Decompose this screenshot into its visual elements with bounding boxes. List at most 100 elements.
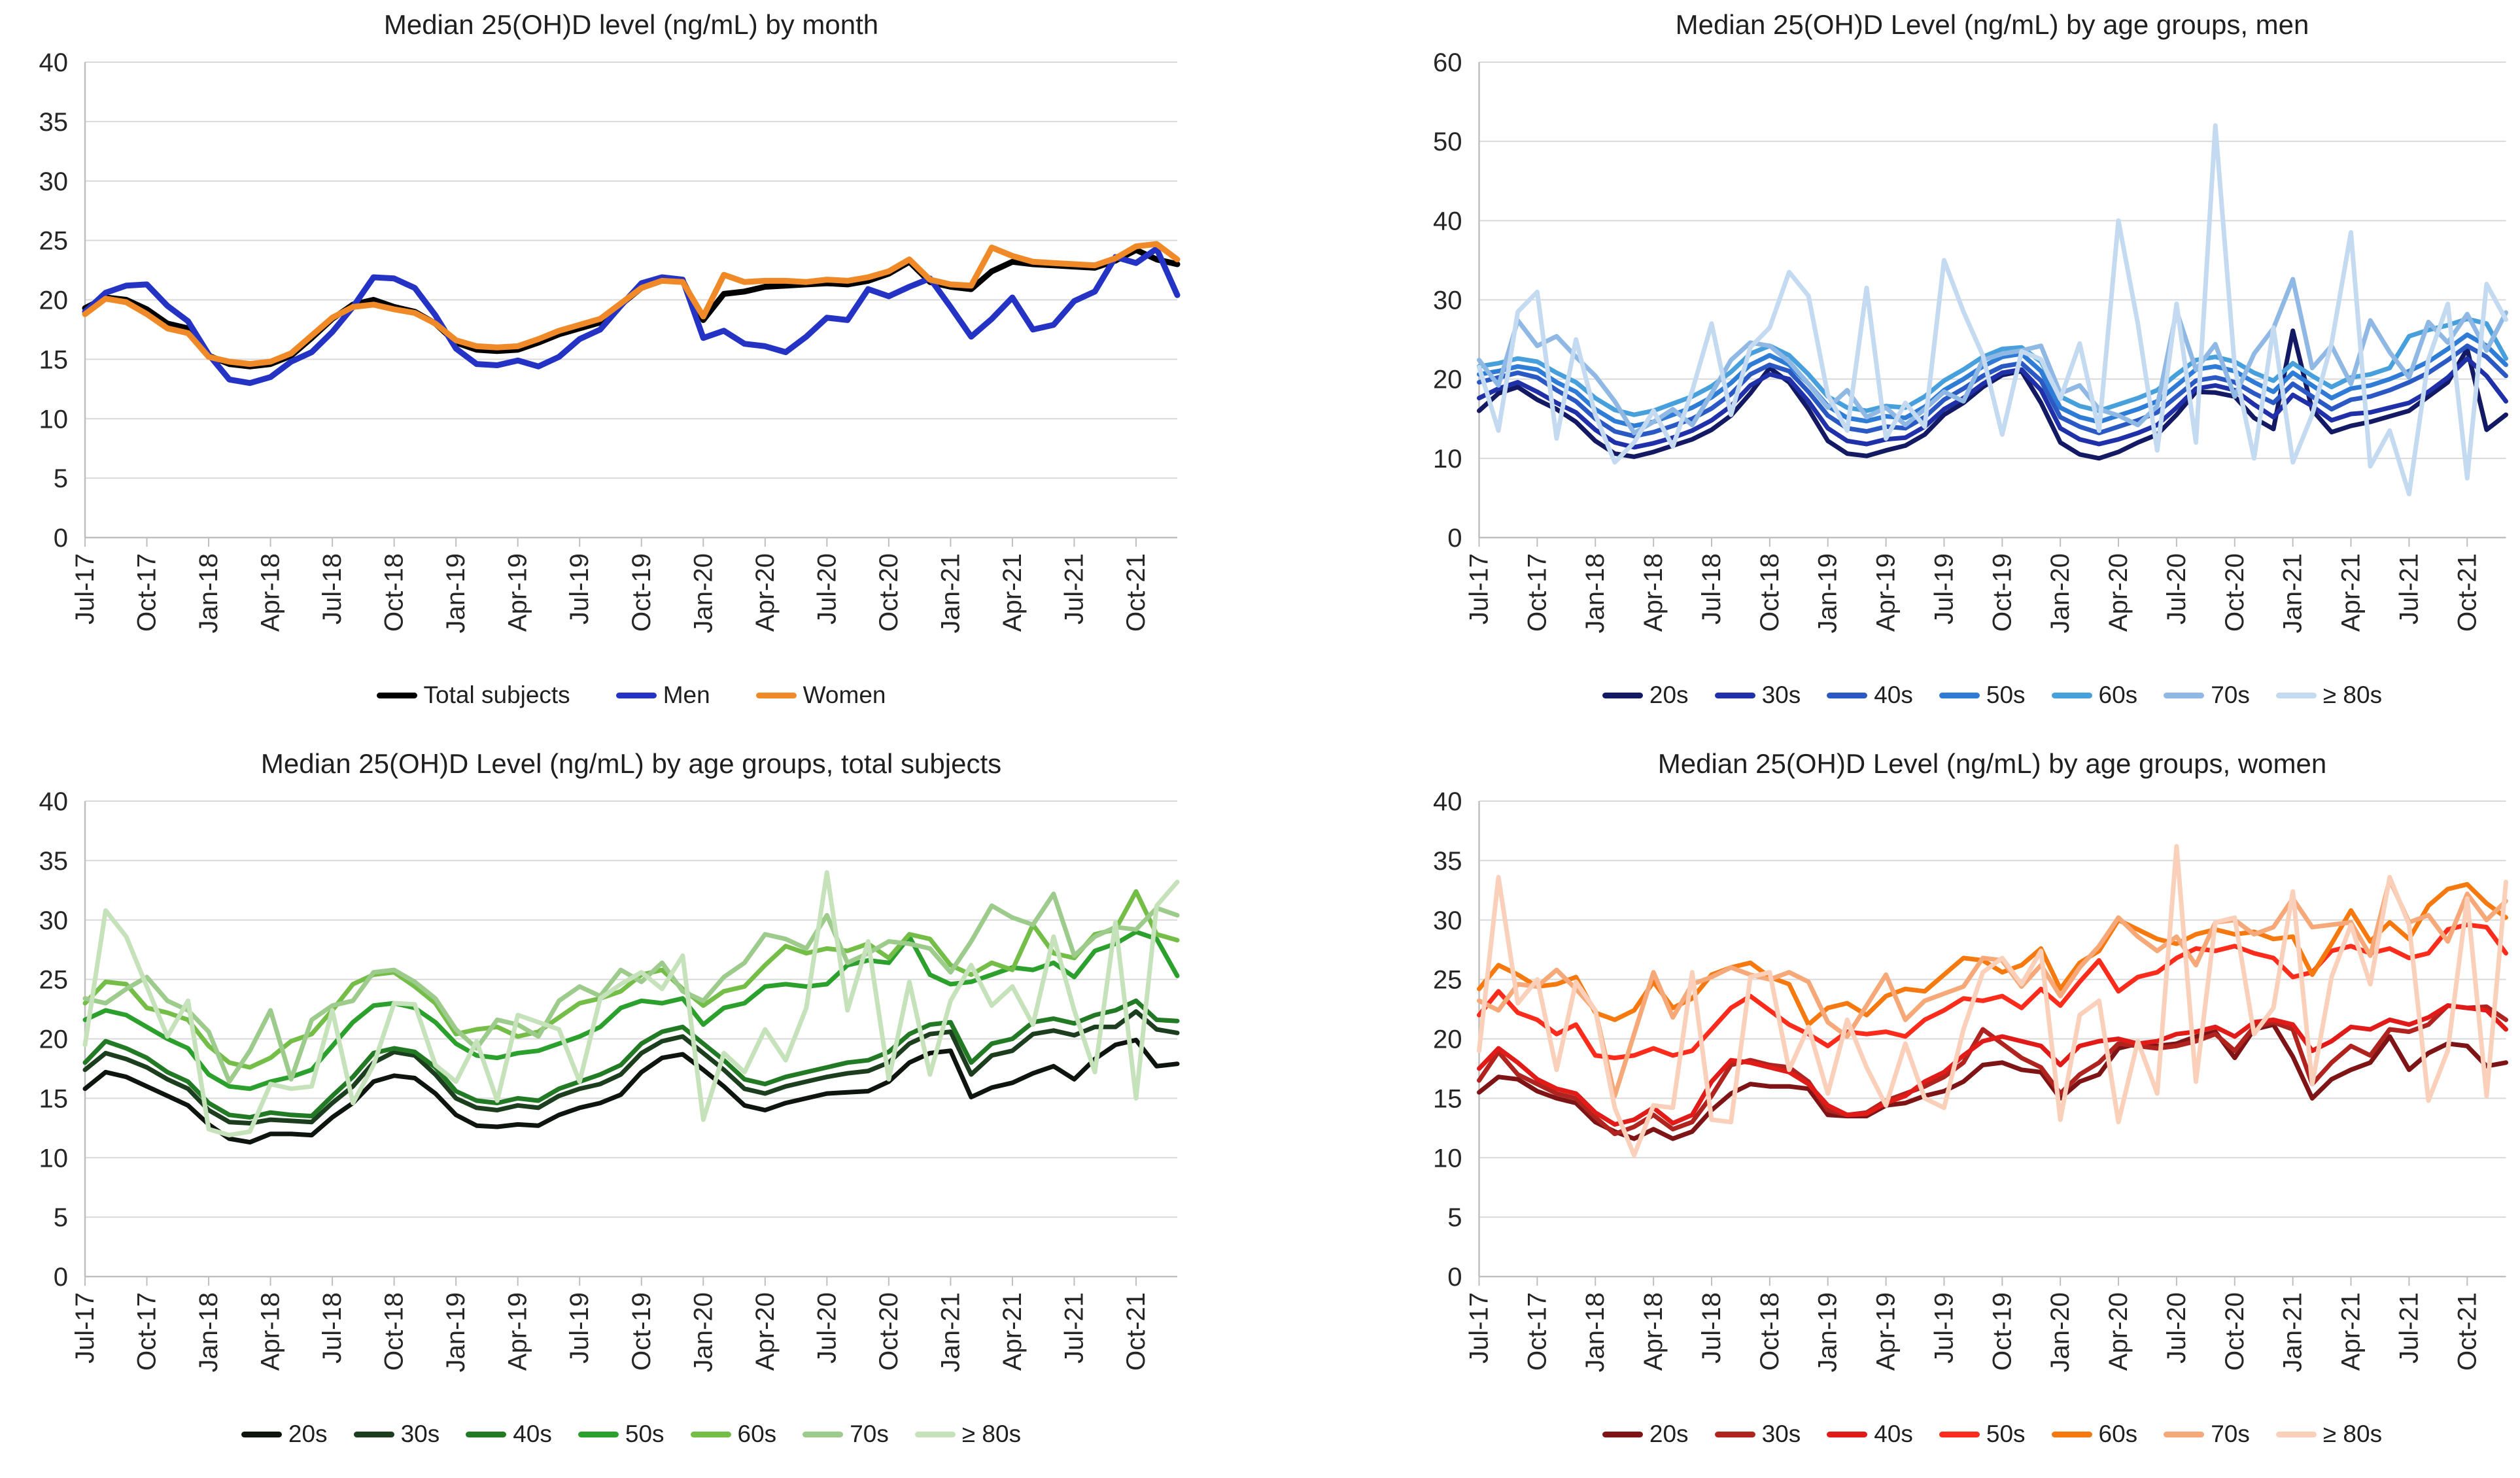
legend-item-20s: 20s [241,1420,328,1448]
x-tick-label: Oct-21 [1122,1292,1150,1371]
legend-label: 20s [288,1420,328,1447]
legend-swatch [1827,692,1868,698]
legend-item-60s: 60s [2051,681,2138,709]
x-tick-label: Jul-21 [1060,1292,1088,1364]
legend-label: ≥ 80s [2322,1420,2383,1447]
y-tick-label: 5 [54,1203,68,1232]
plot-area: 0 5 10 15 20 25 30 35 40 Jul-17 Oct-17 Jan-18 Apr-18… [39,787,1180,1372]
x-tick-label: Jul-19 [565,1292,594,1364]
x-tick-label: Oct-18 [380,553,409,632]
legend-label: 30s [1761,681,1801,708]
x-tick-label: Oct-19 [1988,1292,2016,1371]
x-tick-label: Jan-21 [2279,1292,2307,1372]
legend-swatch [241,1431,282,1437]
x-tick-label: Apr-21 [998,553,1027,632]
legend-label: 20s [1649,1420,1689,1447]
y-tick-label: 40 [39,48,69,77]
legend-item-≥-80s: ≥ 80s [2275,1420,2383,1448]
line-series-60s [82,889,1180,1070]
legend-label: ≥ 80s [2322,681,2383,708]
x-tick-label: Oct-21 [1122,553,1150,632]
legend-swatch [914,1431,956,1437]
line-series-40s [1477,343,2508,439]
legend-item-50s: 50s [1939,681,2026,709]
legend-item-40s: 40s [466,1420,552,1448]
y-tick-label: 0 [1447,524,1462,553]
x-tick-label: Oct-18 [1755,1292,1784,1371]
chart-panel-by-month: Median 25(OH)D level (ng/mL) by month 0 5… [0,0,1260,739]
x-tick-label: Jan-21 [2279,553,2307,633]
legend-swatch [1714,692,1755,698]
legend-swatch [1602,692,1643,698]
x-tick-label: Jul-17 [71,1292,99,1364]
x-tick-label: Apr-19 [504,553,532,632]
line-series-30s [82,1009,1180,1126]
line-series-20s [82,1037,1180,1145]
y-tick-label: 35 [39,108,69,137]
x-tick-label: Jan-18 [194,553,223,633]
legend-swatch [615,692,657,698]
y-tick-label: 10 [1433,445,1462,473]
line-series-70s [1477,877,2508,1099]
y-tick-label: 15 [1433,1084,1462,1113]
y-tick-label: 50 [1433,128,1462,156]
legend-label: 60s [2098,681,2138,708]
y-tick-label: 25 [39,227,69,256]
x-tick-label: Oct-20 [874,553,903,632]
chart-panel-age-groups-men: Median 25(OH)D Level (ng/mL) by age grou… [1260,0,2520,739]
x-tick-label: Jul-20 [812,1292,841,1364]
line-series-≥-80s [1477,844,2508,1158]
x-tick-label: Apr-18 [1639,1292,1668,1371]
legend-swatch [803,1431,844,1437]
x-tick-label: Oct-18 [380,1292,409,1371]
y-tick-label: 20 [39,1025,69,1054]
y-tick-label: 60 [1433,48,1462,77]
legend-item-≥-80s: ≥ 80s [2275,681,2383,709]
x-tick-label: Jul-21 [1060,553,1088,625]
line-series-30s [1477,356,2508,450]
legend-label: ≥ 80s [961,1420,1022,1447]
x-tick-label: Jan-19 [1814,1292,1842,1372]
x-tick-label: Jul-18 [318,553,347,625]
legend-swatch [1939,692,1980,698]
legend-swatch [2164,692,2205,698]
chart-title: Median 25(OH)D level (ng/mL) by month [383,9,879,40]
x-tick-label: Oct-20 [2220,553,2249,632]
legend-item-70s: 70s [803,1420,889,1448]
x-tick-label: Apr-18 [256,553,285,632]
legend-label: 60s [2098,1420,2138,1447]
legend: 20s 30s 40s 50s 60s 70s ≥ 80s [1479,681,2506,709]
y-tick-label: 5 [1447,1203,1462,1232]
x-tick-label: Apr-21 [2337,553,2366,632]
legend-label: Women [803,681,886,708]
x-tick-label: Jul-19 [1929,1292,1958,1364]
x-tick-label: Oct-19 [627,553,656,632]
x-tick-label: Jan-20 [2046,553,2075,633]
x-tick-label: Jul-20 [2162,1292,2191,1364]
x-tick-label: Oct-17 [133,553,162,632]
line-series-20s [1477,1022,2508,1141]
x-tick-label: Jan-18 [194,1292,223,1372]
y-tick-label: 10 [39,1144,69,1173]
chart-panel-age-groups-women: Median 25(OH)D Level (ng/mL) by age grou… [1260,739,2520,1478]
x-tick-label: Apr-18 [1639,553,1668,632]
x-tick-label: Apr-20 [751,1292,780,1371]
line-series-40s [82,998,1180,1120]
legend-swatch [2275,1431,2317,1437]
x-tick-label: Jan-19 [441,553,470,633]
legend-label: 30s [1761,1420,1801,1447]
x-tick-label: Apr-19 [1872,1292,1901,1371]
legend-label: 60s [737,1420,777,1447]
y-tick-label: 35 [39,847,69,876]
legend-swatch [690,1431,731,1437]
y-tick-label: 10 [1433,1144,1462,1173]
x-tick-label: Jan-20 [2046,1292,2075,1372]
y-tick-label: 0 [1447,1263,1462,1292]
line-series-≥-80s [1477,123,2508,496]
legend-swatch [755,692,797,698]
legend-item-50s: 50s [578,1420,665,1448]
x-tick-label: Apr-20 [2104,553,2133,632]
x-tick-label: Oct-19 [1988,553,2016,632]
legend-label: 40s [1874,681,1913,708]
legend-swatch [1939,1431,1980,1437]
